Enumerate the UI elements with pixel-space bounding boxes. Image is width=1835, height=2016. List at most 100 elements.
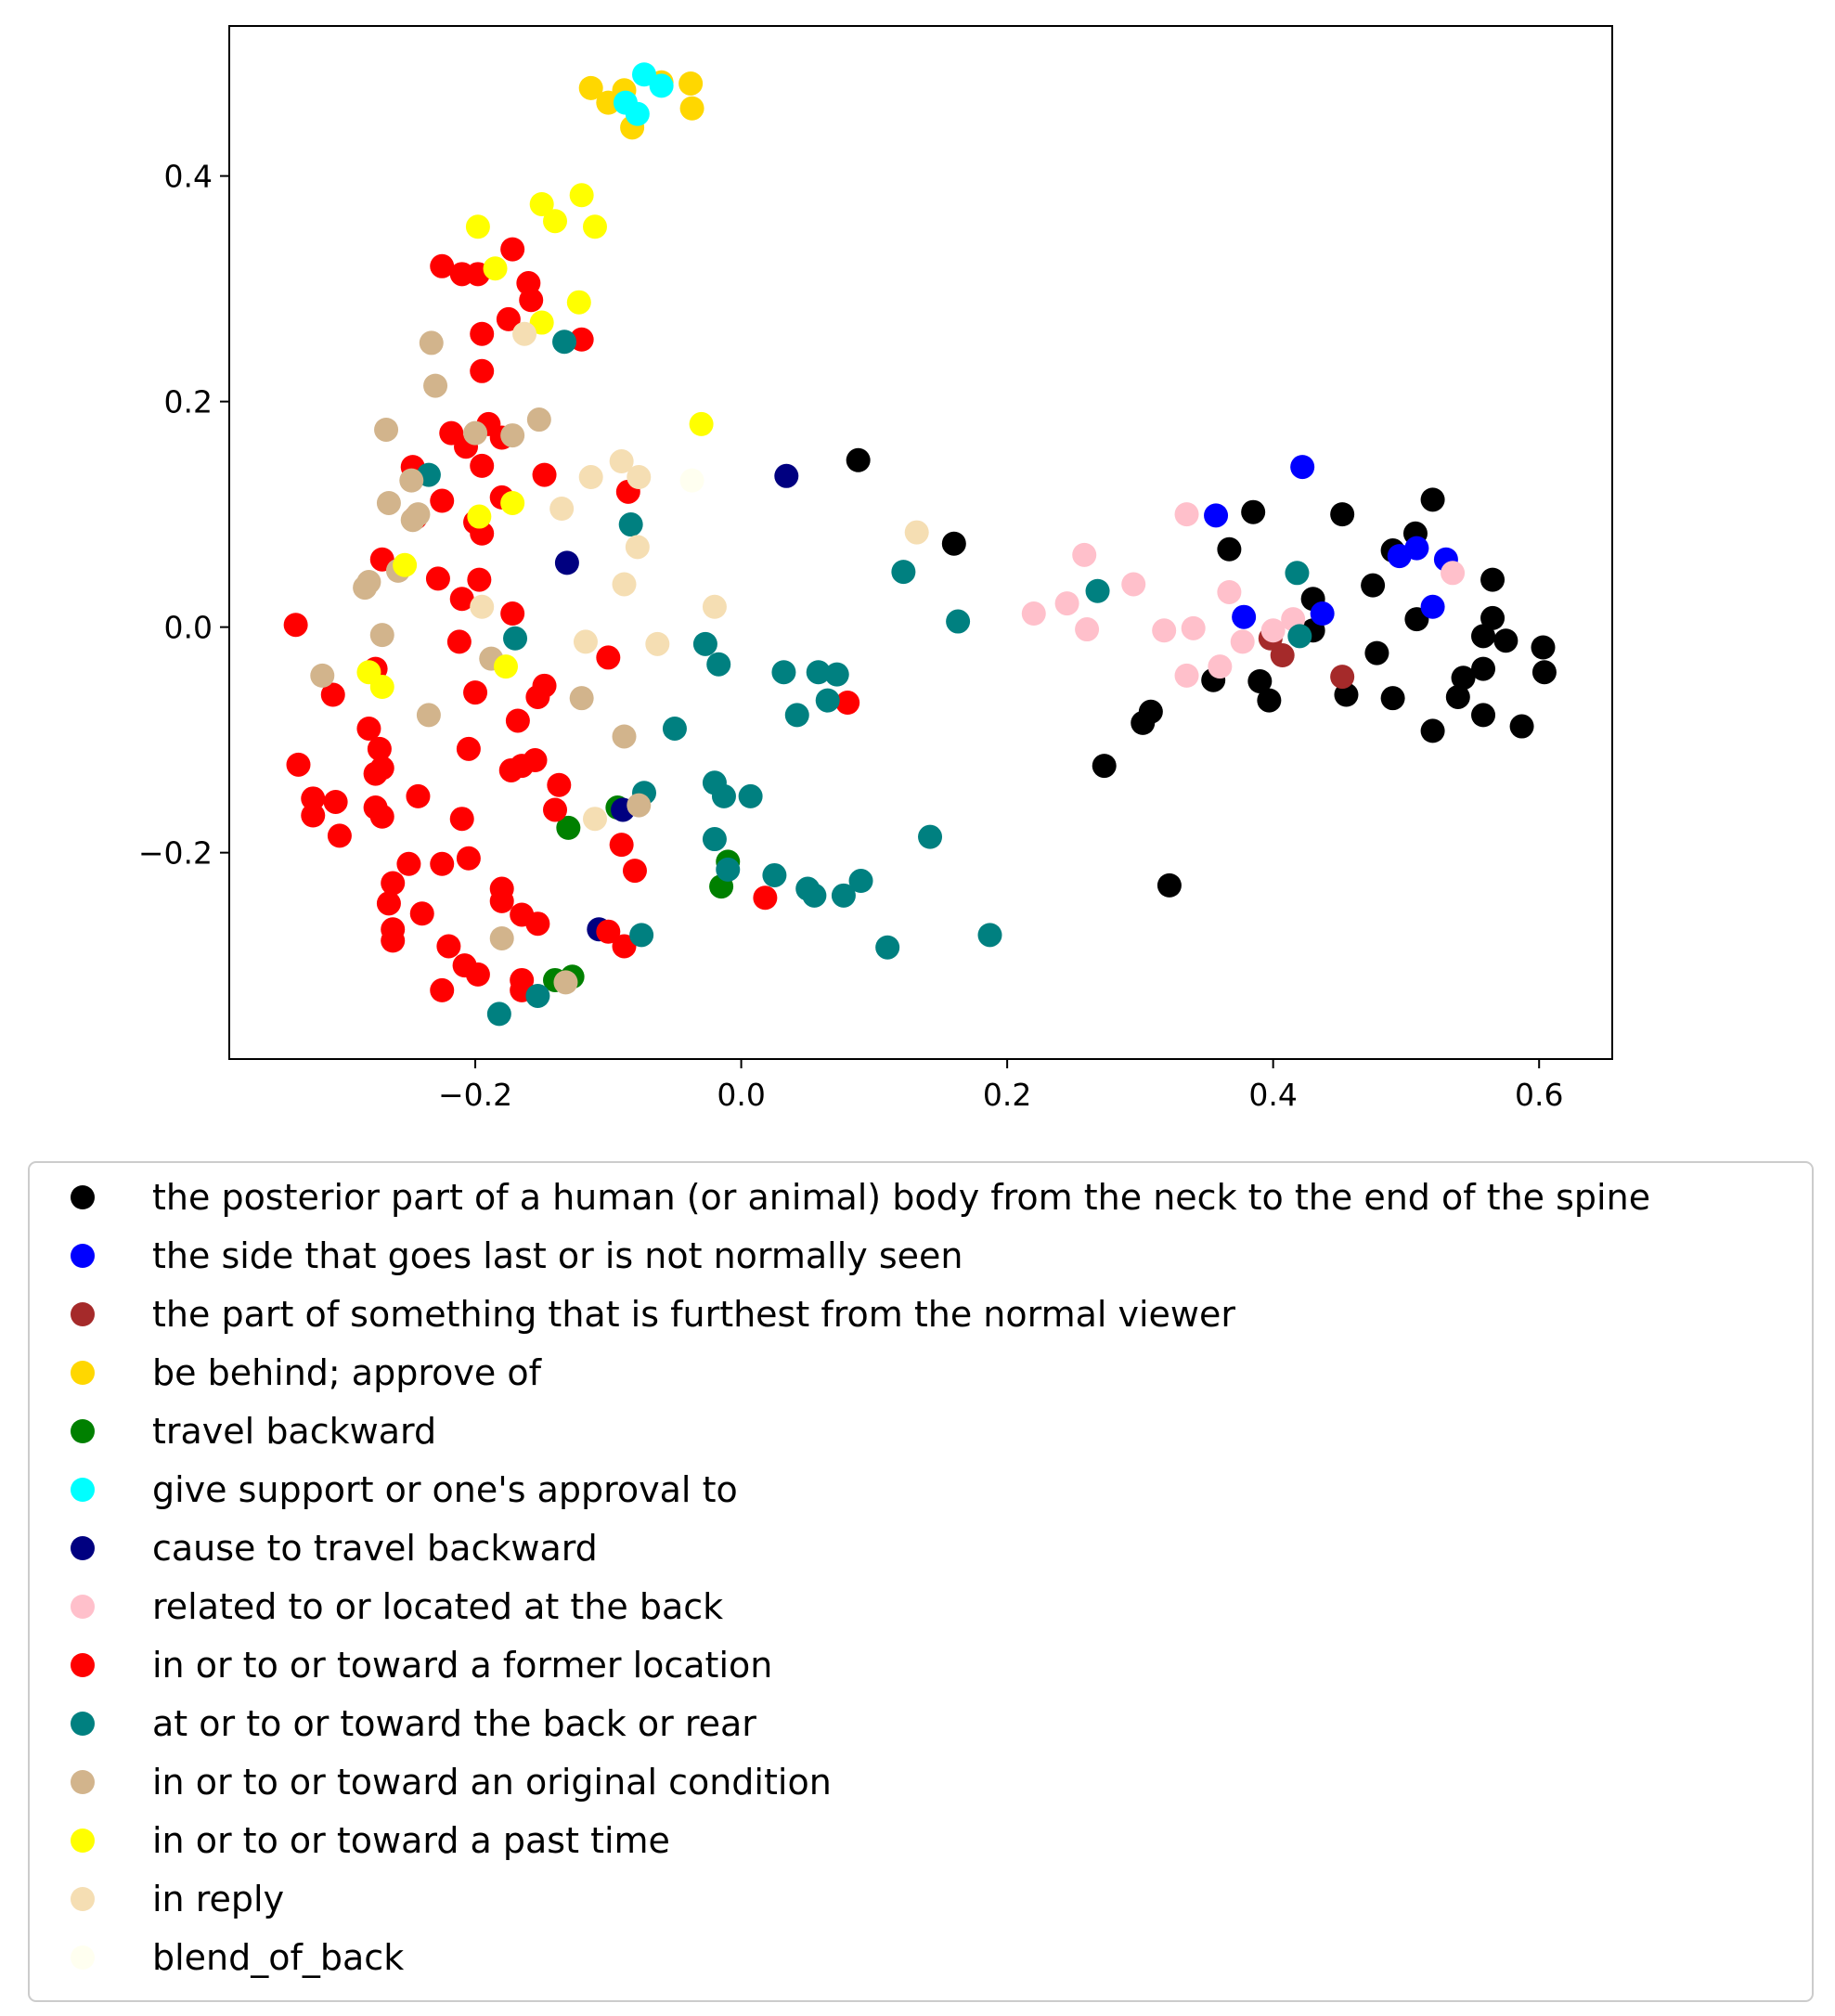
y-axis: −0.2 0.0 0.2 0.4 xyxy=(138,159,229,872)
data-point xyxy=(1451,666,1476,691)
data-point xyxy=(369,675,394,700)
data-point xyxy=(1085,578,1110,603)
legend-entry: at or to or toward the back or rear xyxy=(71,1703,756,1744)
data-point xyxy=(463,680,488,705)
data-point xyxy=(430,851,455,876)
legend-marker xyxy=(71,1712,95,1736)
data-point xyxy=(946,609,971,634)
x-tick-label: −0.2 xyxy=(438,1077,512,1113)
data-point xyxy=(553,970,578,995)
legend-marker xyxy=(71,1887,95,1911)
data-point xyxy=(430,253,455,278)
data-point xyxy=(612,934,637,959)
legend-label: the side that goes last or is not normal… xyxy=(152,1235,963,1276)
data-point xyxy=(891,560,916,585)
data-point xyxy=(831,883,856,908)
x-axis: −0.2 0.0 0.2 0.4 0.6 xyxy=(438,1059,1563,1113)
data-point xyxy=(525,911,550,937)
series-7 xyxy=(1021,502,1466,688)
legend-entry: cause to travel backward xyxy=(71,1528,598,1569)
data-point xyxy=(500,601,525,627)
legend-label: blend_of_back xyxy=(152,1937,404,1978)
data-point xyxy=(409,901,434,926)
series-0 xyxy=(846,447,1557,898)
plot-area-frame xyxy=(228,25,1613,1060)
data-point xyxy=(1204,503,1229,528)
data-point xyxy=(381,871,406,896)
data-point xyxy=(1531,660,1557,685)
data-point xyxy=(1285,561,1310,586)
data-point xyxy=(1471,624,1496,649)
data-point xyxy=(554,550,579,575)
data-point xyxy=(301,786,326,811)
data-point xyxy=(1121,572,1146,597)
data-point xyxy=(738,783,763,808)
data-point xyxy=(446,629,472,654)
data-point xyxy=(496,306,521,331)
legend-label: in or to or toward a past time xyxy=(152,1820,670,1861)
legend-entry: the side that goes last or is not normal… xyxy=(71,1235,963,1276)
data-point xyxy=(423,373,448,398)
y-tick-label: −0.2 xyxy=(138,835,213,872)
data-point xyxy=(1230,629,1255,654)
data-point xyxy=(470,453,495,478)
data-point xyxy=(1380,686,1405,711)
legend-label: travel backward xyxy=(152,1411,436,1452)
data-point xyxy=(1493,628,1518,653)
data-point xyxy=(1290,455,1315,480)
data-point xyxy=(416,703,441,728)
legend-marker xyxy=(71,1361,95,1385)
data-point xyxy=(569,183,594,208)
data-point xyxy=(310,663,335,688)
data-point xyxy=(662,716,687,741)
data-point xyxy=(1270,643,1295,668)
data-point xyxy=(367,736,392,761)
data-point xyxy=(1021,601,1046,627)
data-point xyxy=(406,783,431,808)
data-point xyxy=(430,977,455,1002)
data-point xyxy=(848,869,873,894)
data-point xyxy=(489,888,514,913)
data-point xyxy=(449,807,474,832)
data-point xyxy=(1260,618,1286,643)
data-point xyxy=(1247,668,1273,693)
data-point xyxy=(381,928,406,953)
legend-label: cause to travel backward xyxy=(152,1528,598,1569)
legend-entry: related to or located at the back xyxy=(71,1586,723,1627)
data-point xyxy=(323,789,348,814)
data-point xyxy=(711,783,736,808)
data-point xyxy=(529,310,554,335)
data-point xyxy=(904,520,929,545)
data-point xyxy=(627,793,652,818)
data-point xyxy=(806,660,831,685)
legend-entry: give support or one's approval to xyxy=(71,1469,738,1510)
data-point xyxy=(692,631,717,656)
data-point xyxy=(505,708,530,733)
data-point xyxy=(582,214,607,239)
data-point xyxy=(609,833,634,858)
legend-marker xyxy=(71,1244,95,1268)
data-point xyxy=(573,629,598,654)
data-point xyxy=(689,411,714,436)
legend-marker xyxy=(71,1653,95,1677)
data-point xyxy=(529,191,554,216)
legend-marker xyxy=(71,1536,95,1560)
data-point xyxy=(1420,718,1445,743)
data-point xyxy=(456,846,481,871)
data-point xyxy=(1471,703,1496,728)
legend-label: in or to or toward a former location xyxy=(152,1645,772,1686)
data-point xyxy=(465,962,490,987)
legend-entry: be behind; approve of xyxy=(71,1352,543,1393)
series-13 xyxy=(679,468,704,493)
data-point xyxy=(1075,617,1100,642)
legend-entry: the posterior part of a human (or animal… xyxy=(71,1177,1650,1218)
data-point xyxy=(363,761,388,786)
data-point xyxy=(456,736,481,761)
data-point xyxy=(467,504,492,529)
data-point xyxy=(470,594,495,619)
data-point xyxy=(1330,665,1355,690)
data-point xyxy=(716,857,741,882)
data-point xyxy=(824,662,849,687)
data-point xyxy=(525,684,550,709)
